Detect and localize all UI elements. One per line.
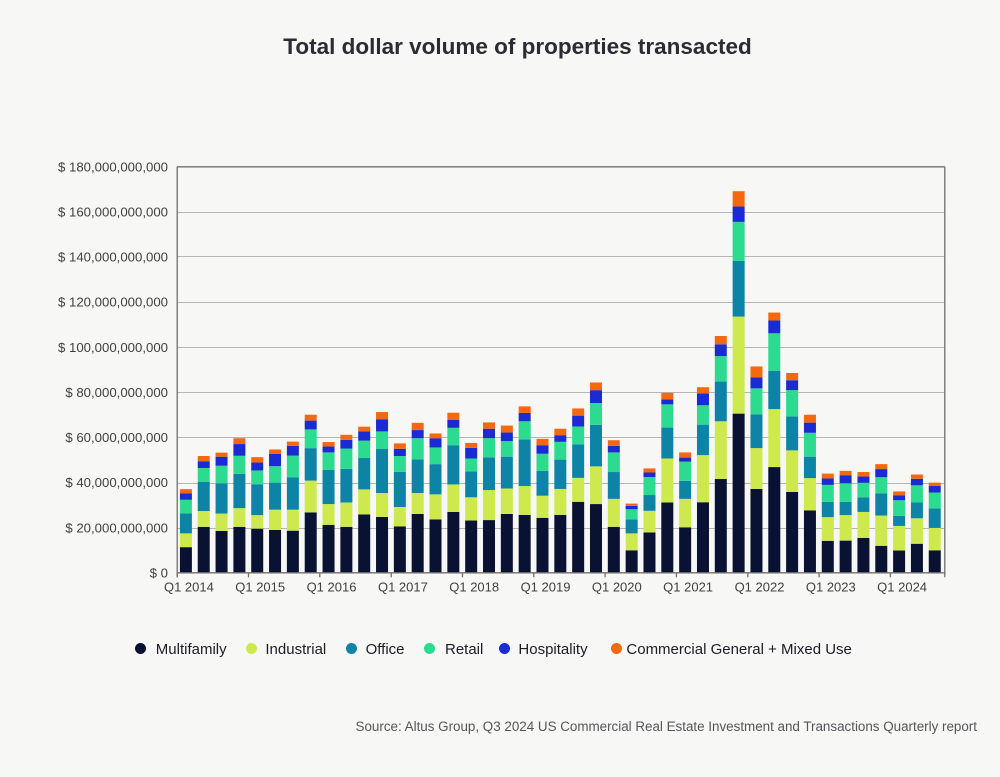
svg-text:Q1 2017: Q1 2017 [378, 580, 428, 595]
svg-text:$ 0: $ 0 [150, 565, 168, 580]
svg-text:$ 20,000,000,000: $ 20,000,000,000 [65, 520, 168, 535]
svg-text:$ 140,000,000,000: $ 140,000,000,000 [58, 250, 168, 265]
svg-text:Q1 2016: Q1 2016 [307, 580, 357, 595]
svg-text:Q1 2015: Q1 2015 [235, 580, 285, 595]
svg-text:Q1 2018: Q1 2018 [449, 580, 499, 595]
svg-text:Q1 2023: Q1 2023 [806, 580, 856, 595]
svg-text:$ 180,000,000,000: $ 180,000,000,000 [58, 159, 168, 174]
svg-text:$ 60,000,000,000: $ 60,000,000,000 [65, 430, 168, 445]
svg-text:$ 160,000,000,000: $ 160,000,000,000 [58, 205, 168, 220]
svg-text:$ 100,000,000,000: $ 100,000,000,000 [58, 340, 168, 355]
svg-text:Q1 2022: Q1 2022 [735, 580, 785, 595]
svg-text:$ 80,000,000,000: $ 80,000,000,000 [65, 385, 168, 400]
svg-text:$ 40,000,000,000: $ 40,000,000,000 [65, 475, 168, 490]
svg-text:Q1 2024: Q1 2024 [877, 580, 927, 595]
svg-text:Q1 2014: Q1 2014 [164, 580, 214, 595]
svg-text:Q1 2019: Q1 2019 [521, 580, 571, 595]
svg-text:Q1 2020: Q1 2020 [592, 580, 642, 595]
svg-text:$ 120,000,000,000: $ 120,000,000,000 [58, 295, 168, 310]
svg-text:Q1 2021: Q1 2021 [663, 580, 713, 595]
